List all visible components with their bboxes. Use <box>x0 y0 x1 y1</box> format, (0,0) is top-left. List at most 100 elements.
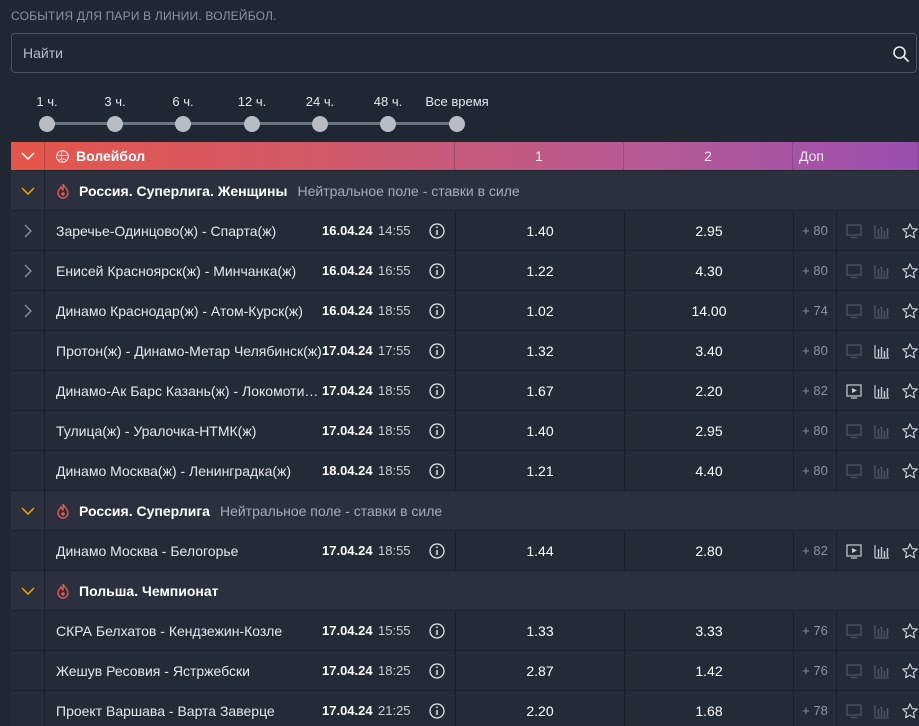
tv-icon[interactable] <box>845 302 863 320</box>
more-markets-button[interactable]: + 80 <box>793 331 836 370</box>
event-name[interactable]: Жешув Ресовия - Ястржебски <box>56 662 250 679</box>
event-name[interactable]: Динамо Москва(ж) - Ленинградка(ж) <box>56 462 292 479</box>
info-icon[interactable] <box>428 342 446 360</box>
event-name[interactable]: Проект Варшава - Варта Заверце <box>56 702 275 719</box>
league-collapse-toggle[interactable] <box>11 491 45 530</box>
odd-away-button[interactable]: 2.20 <box>624 371 793 410</box>
odd-away-button[interactable]: 14.00 <box>624 291 793 330</box>
stats-icon[interactable] <box>873 382 891 400</box>
star-icon[interactable] <box>901 542 919 560</box>
star-icon[interactable] <box>901 422 919 440</box>
tv-icon[interactable] <box>845 342 863 360</box>
odd-home-button[interactable]: 1.21 <box>455 451 624 490</box>
more-markets-button[interactable]: + 80 <box>793 411 836 450</box>
info-icon[interactable] <box>428 382 446 400</box>
more-markets-button[interactable]: + 74 <box>793 291 836 330</box>
odd-away-button[interactable]: 3.40 <box>624 331 793 370</box>
stats-icon[interactable] <box>873 622 891 640</box>
time-filter-label[interactable]: 3 ч. <box>104 94 126 109</box>
time-filter-label[interactable]: 24 ч. <box>305 94 335 109</box>
time-filter-label[interactable]: 6 ч. <box>172 94 194 109</box>
more-markets-button[interactable]: + 80 <box>793 251 836 290</box>
time-filter-dot[interactable] <box>380 116 396 132</box>
odd-home-button[interactable]: 1.22 <box>455 251 624 290</box>
odd-home-button[interactable]: 2.87 <box>455 651 624 690</box>
info-icon[interactable] <box>428 302 446 320</box>
more-markets-button[interactable]: + 82 <box>793 371 836 410</box>
event-expand-toggle[interactable] <box>11 291 45 330</box>
star-icon[interactable] <box>901 702 919 720</box>
odd-home-button[interactable]: 1.67 <box>455 371 624 410</box>
info-icon[interactable] <box>428 422 446 440</box>
info-icon[interactable] <box>428 262 446 280</box>
odd-away-button[interactable]: 1.42 <box>624 651 793 690</box>
tv-icon[interactable] <box>845 222 863 240</box>
time-filter-dot[interactable] <box>39 116 55 132</box>
time-filter-label[interactable]: Все время <box>425 94 489 109</box>
event-name[interactable]: Динамо Москва - Белогорье <box>56 542 239 559</box>
info-icon[interactable] <box>428 462 446 480</box>
event-name[interactable]: СКРА Белхатов - Кендзежин-Козле <box>56 622 283 639</box>
time-filter-dot[interactable] <box>244 116 260 132</box>
event-name[interactable]: Енисей Красноярск(ж) - Минчанка(ж) <box>56 262 297 279</box>
time-filter-label[interactable]: 48 ч. <box>373 94 403 109</box>
star-icon[interactable] <box>901 302 919 320</box>
odd-away-button[interactable]: 1.68 <box>624 691 793 726</box>
star-icon[interactable] <box>901 462 919 480</box>
event-name[interactable]: Динамо Краснодар(ж) - Атом-Курск(ж) <box>56 302 303 319</box>
star-icon[interactable] <box>901 382 919 400</box>
odd-away-button[interactable]: 4.30 <box>624 251 793 290</box>
odd-away-button[interactable]: 4.40 <box>624 451 793 490</box>
odd-home-button[interactable]: 1.02 <box>455 291 624 330</box>
stats-icon[interactable] <box>873 702 891 720</box>
time-filter-dot[interactable] <box>449 116 465 132</box>
stats-icon[interactable] <box>873 662 891 680</box>
star-icon[interactable] <box>901 622 919 640</box>
info-icon[interactable] <box>428 542 446 560</box>
event-name[interactable]: Протон(ж) - Динамо-Метар Челябинск(ж) <box>56 342 322 359</box>
info-icon[interactable] <box>428 622 446 640</box>
search-input[interactable] <box>12 34 916 72</box>
star-icon[interactable] <box>901 262 919 280</box>
time-filter-dot[interactable] <box>107 116 123 132</box>
event-name[interactable]: Заречье-Одинцово(ж) - Спарта(ж) <box>56 222 277 239</box>
odd-away-button[interactable]: 2.95 <box>624 211 793 250</box>
league-collapse-toggle[interactable] <box>11 571 45 610</box>
time-filter-dot[interactable] <box>175 116 191 132</box>
more-markets-button[interactable]: + 80 <box>793 451 836 490</box>
info-icon[interactable] <box>428 222 446 240</box>
more-markets-button[interactable]: + 82 <box>793 531 836 570</box>
stats-icon[interactable] <box>873 222 891 240</box>
event-name[interactable]: Тулица(ж) - Уралочка-НТМК(ж) <box>56 422 257 439</box>
event-expand-toggle[interactable] <box>11 251 45 290</box>
more-markets-button[interactable]: + 78 <box>793 691 836 726</box>
odd-home-button[interactable]: 1.32 <box>455 331 624 370</box>
stats-icon[interactable] <box>873 262 891 280</box>
stats-icon[interactable] <box>873 342 891 360</box>
star-icon[interactable] <box>901 342 919 360</box>
time-filter-dot[interactable] <box>312 116 328 132</box>
time-filter-label[interactable]: 12 ч. <box>237 94 267 109</box>
tv-icon[interactable] <box>845 702 863 720</box>
search-icon[interactable] <box>892 45 910 63</box>
odd-away-button[interactable]: 2.95 <box>624 411 793 450</box>
stats-icon[interactable] <box>873 462 891 480</box>
more-markets-button[interactable]: + 80 <box>793 211 836 250</box>
stats-icon[interactable] <box>873 422 891 440</box>
stats-icon[interactable] <box>873 302 891 320</box>
more-markets-button[interactable]: + 76 <box>793 611 836 650</box>
time-filter-label[interactable]: 1 ч. <box>36 94 58 109</box>
event-expand-toggle[interactable] <box>11 211 45 250</box>
odd-home-button[interactable]: 1.40 <box>455 411 624 450</box>
tv-icon[interactable] <box>845 662 863 680</box>
odd-away-button[interactable]: 3.33 <box>624 611 793 650</box>
event-name[interactable]: Динамо-Ак Барс Казань(ж) - Локомотив Кал… <box>56 382 322 399</box>
stats-icon[interactable] <box>873 542 891 560</box>
odd-home-button[interactable]: 1.44 <box>455 531 624 570</box>
info-icon[interactable] <box>428 702 446 720</box>
star-icon[interactable] <box>901 662 919 680</box>
tv-icon[interactable] <box>845 262 863 280</box>
odd-away-button[interactable]: 2.80 <box>624 531 793 570</box>
star-icon[interactable] <box>901 222 919 240</box>
sport-collapse-toggle[interactable] <box>11 142 45 170</box>
